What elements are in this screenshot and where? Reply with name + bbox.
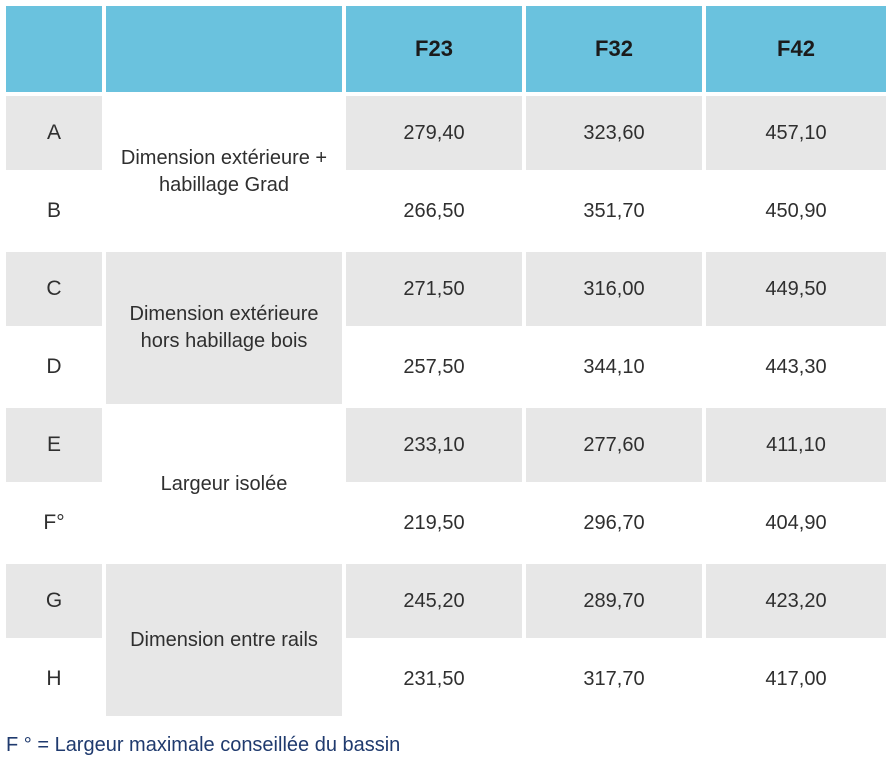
table-row: E Largeur isolée 233,10 277,60 411,10 — [6, 404, 886, 482]
cell: 323,60 — [526, 92, 706, 170]
cell: 450,90 — [706, 170, 886, 248]
cell: 257,50 — [346, 326, 526, 404]
cell: 231,50 — [346, 638, 526, 716]
cell: 289,70 — [526, 560, 706, 638]
cell: 296,70 — [526, 482, 706, 560]
cell: 266,50 — [346, 170, 526, 248]
cell: 443,30 — [706, 326, 886, 404]
group-label: Dimension entre rails — [106, 560, 346, 716]
header-col-0: F23 — [346, 6, 526, 92]
footnote: F ° = Largeur maximale conseillée du bas… — [6, 734, 886, 757]
group-label: Dimension extérieure + habillage Grad — [106, 92, 346, 248]
cell: 316,00 — [526, 248, 706, 326]
header-col-2: F42 — [706, 6, 886, 92]
cell: 417,00 — [706, 638, 886, 716]
header-col-1: F32 — [526, 6, 706, 92]
row-letter: E — [6, 404, 106, 482]
cell: 277,60 — [526, 404, 706, 482]
cell: 411,10 — [706, 404, 886, 482]
header-blank-1 — [6, 6, 106, 92]
header-blank-2 — [106, 6, 346, 92]
group-label: Largeur isolée — [106, 404, 346, 560]
row-letter: D — [6, 326, 106, 404]
cell: 233,10 — [346, 404, 526, 482]
cell: 271,50 — [346, 248, 526, 326]
cell: 457,10 — [706, 92, 886, 170]
cell: 219,50 — [346, 482, 526, 560]
row-letter: H — [6, 638, 106, 716]
table-row: G Dimension entre rails 245,20 289,70 42… — [6, 560, 886, 638]
cell: 245,20 — [346, 560, 526, 638]
row-letter: F° — [6, 482, 106, 560]
cell: 344,10 — [526, 326, 706, 404]
cell: 404,90 — [706, 482, 886, 560]
cell: 279,40 — [346, 92, 526, 170]
group-label: Dimension extérieure hors habillage bois — [106, 248, 346, 404]
row-letter: A — [6, 92, 106, 170]
cell: 449,50 — [706, 248, 886, 326]
row-letter: G — [6, 560, 106, 638]
dimensions-table: F23 F32 F42 A Dimension extérieure + hab… — [6, 6, 886, 716]
cell: 423,20 — [706, 560, 886, 638]
row-letter: C — [6, 248, 106, 326]
table-row: A Dimension extérieure + habillage Grad … — [6, 92, 886, 170]
row-letter: B — [6, 170, 106, 248]
header-row: F23 F32 F42 — [6, 6, 886, 92]
table-row: C Dimension extérieure hors habillage bo… — [6, 248, 886, 326]
cell: 351,70 — [526, 170, 706, 248]
cell: 317,70 — [526, 638, 706, 716]
